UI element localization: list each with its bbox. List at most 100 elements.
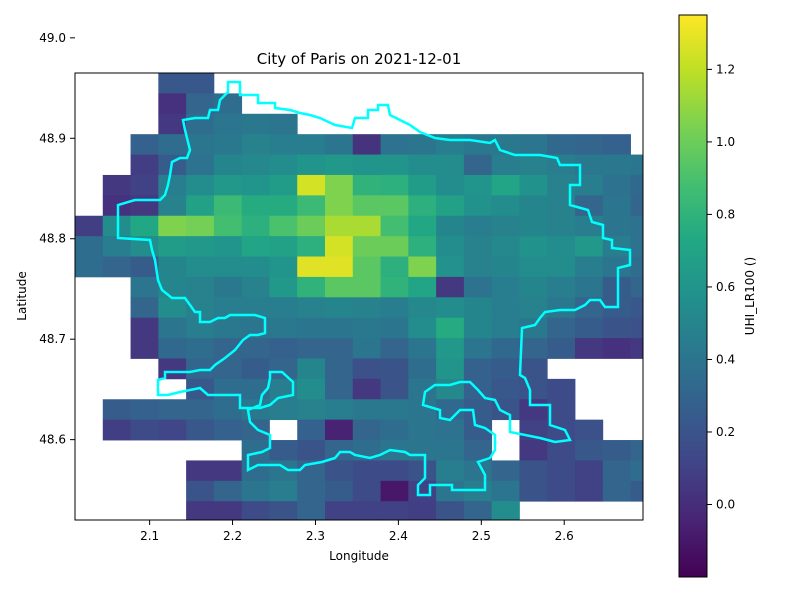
heatmap-cell: [241, 134, 270, 155]
colorbar-tick-label: 1.0: [716, 135, 735, 149]
heatmap-cell: [436, 154, 465, 176]
heatmap-cell: [408, 378, 437, 400]
heatmap-cell: [269, 236, 298, 257]
heatmap-cell: [630, 317, 643, 339]
heatmap-cell: [602, 236, 631, 257]
heatmap-cell: [519, 276, 548, 298]
heatmap-cell: [130, 317, 159, 339]
x-tick-label: 2.2: [223, 529, 242, 543]
heatmap-cell: [463, 338, 493, 359]
heatmap-cell: [408, 236, 437, 257]
heatmap-cell: [630, 276, 643, 298]
heatmap-cell: [630, 297, 643, 319]
heatmap-cell: [491, 154, 520, 176]
heatmap-cell: [158, 317, 187, 339]
heatmap-cell: [297, 256, 326, 278]
heatmap-cell: [630, 236, 643, 257]
heatmap-cell: [75, 236, 104, 257]
heatmap-cell: [352, 358, 381, 380]
heatmap-cell: [186, 93, 215, 115]
y-axis-ticks: 48.6 48.7 48.8 48.9 49.0: [39, 31, 75, 447]
y-tick-label: 49.0: [39, 31, 66, 45]
heatmap-cell: [297, 419, 326, 441]
heatmap-cell: [519, 134, 548, 155]
heatmap-cell: [158, 338, 187, 359]
heatmap-cell: [491, 480, 520, 502]
city-outline: [116, 80, 632, 497]
heatmap-cell: [463, 399, 493, 421]
heatmap-cell: [380, 215, 409, 237]
heatmap-cell: [436, 256, 465, 278]
heatmap-cell: [213, 174, 243, 196]
heatmap-cell: [352, 501, 381, 520]
heatmap-cell: [519, 460, 548, 482]
heatmap-cell: [463, 358, 493, 380]
plot-frame: [74, 72, 644, 521]
heatmap-cell: [297, 378, 326, 400]
heatmap-cell: [547, 174, 576, 196]
x-tick-label: 2.6: [555, 529, 574, 543]
heatmap-cell: [325, 215, 354, 237]
heatmap-cell: [519, 174, 548, 196]
heatmap-cell: [102, 419, 131, 441]
heatmap-cell: [602, 480, 631, 502]
heatmap-cell: [463, 134, 493, 155]
heatmap-cell: [519, 480, 548, 502]
heatmap-cell: [408, 317, 437, 339]
heatmap-cell: [519, 297, 548, 319]
heatmap-cell: [436, 419, 465, 441]
heatmap-cell: [408, 338, 437, 359]
heatmap-cell: [630, 338, 643, 359]
heatmap-cell: [408, 215, 437, 237]
heatmap-cell: [408, 460, 437, 482]
heatmap-cell: [241, 338, 270, 359]
heatmap-cell: [241, 113, 270, 135]
heatmap-cell: [463, 195, 493, 217]
heatmap-cell: [241, 480, 270, 502]
heatmap-cell: [352, 174, 381, 196]
heatmap-cell: [380, 460, 409, 482]
heatmap-cell: [213, 236, 243, 257]
heatmap-cell: [491, 358, 520, 380]
heatmap-cell: [380, 276, 409, 298]
heatmap-cell: [186, 174, 215, 196]
colorbar-tick-label: 0.2: [716, 425, 735, 439]
heatmap-cell: [630, 460, 643, 482]
heatmap-cell: [491, 317, 520, 339]
heatmap-cell: [269, 154, 298, 176]
colorbar-tick-label: 1.2: [716, 62, 735, 76]
heatmap-cell: [213, 113, 243, 135]
heatmap-cell: [325, 460, 354, 482]
heatmap-cell: [297, 317, 326, 339]
heatmap-cell: [575, 154, 604, 176]
heatmap-cell: [408, 195, 437, 217]
heatmap-cell: [547, 338, 576, 359]
heatmap-cell: [408, 522, 436, 543]
heatmap-cell: [325, 378, 354, 400]
heatmap-cell: [213, 215, 243, 237]
heatmap-cell: [297, 215, 326, 237]
heatmap-cell: [158, 215, 187, 237]
heatmap-cell: [575, 174, 604, 196]
heatmap-cell: [380, 501, 409, 520]
heatmap-cell: [352, 215, 381, 237]
heatmap-cell: [325, 297, 354, 319]
heatmap-cell: [352, 317, 381, 339]
heatmap-cell: [602, 317, 631, 339]
heatmap-cell: [519, 215, 548, 237]
heatmap-cell: [213, 134, 243, 155]
heatmap-cell: [269, 174, 298, 196]
heatmap-cell: [602, 134, 631, 155]
heatmap-cell: [325, 358, 354, 380]
heatmap-cell: [630, 256, 643, 278]
heatmap-cell: [158, 73, 187, 94]
heatmap-cell: [575, 480, 604, 502]
heatmap-cell: [158, 358, 187, 380]
heatmap-cell: [380, 338, 409, 359]
heatmap-cell: [463, 236, 493, 257]
heatmap-cell: [158, 174, 187, 196]
heatmap-cell: [186, 338, 215, 359]
heatmap-cell: [325, 317, 354, 339]
x-tick-label: 2.4: [389, 529, 408, 543]
heatmap-cell: [213, 460, 243, 482]
